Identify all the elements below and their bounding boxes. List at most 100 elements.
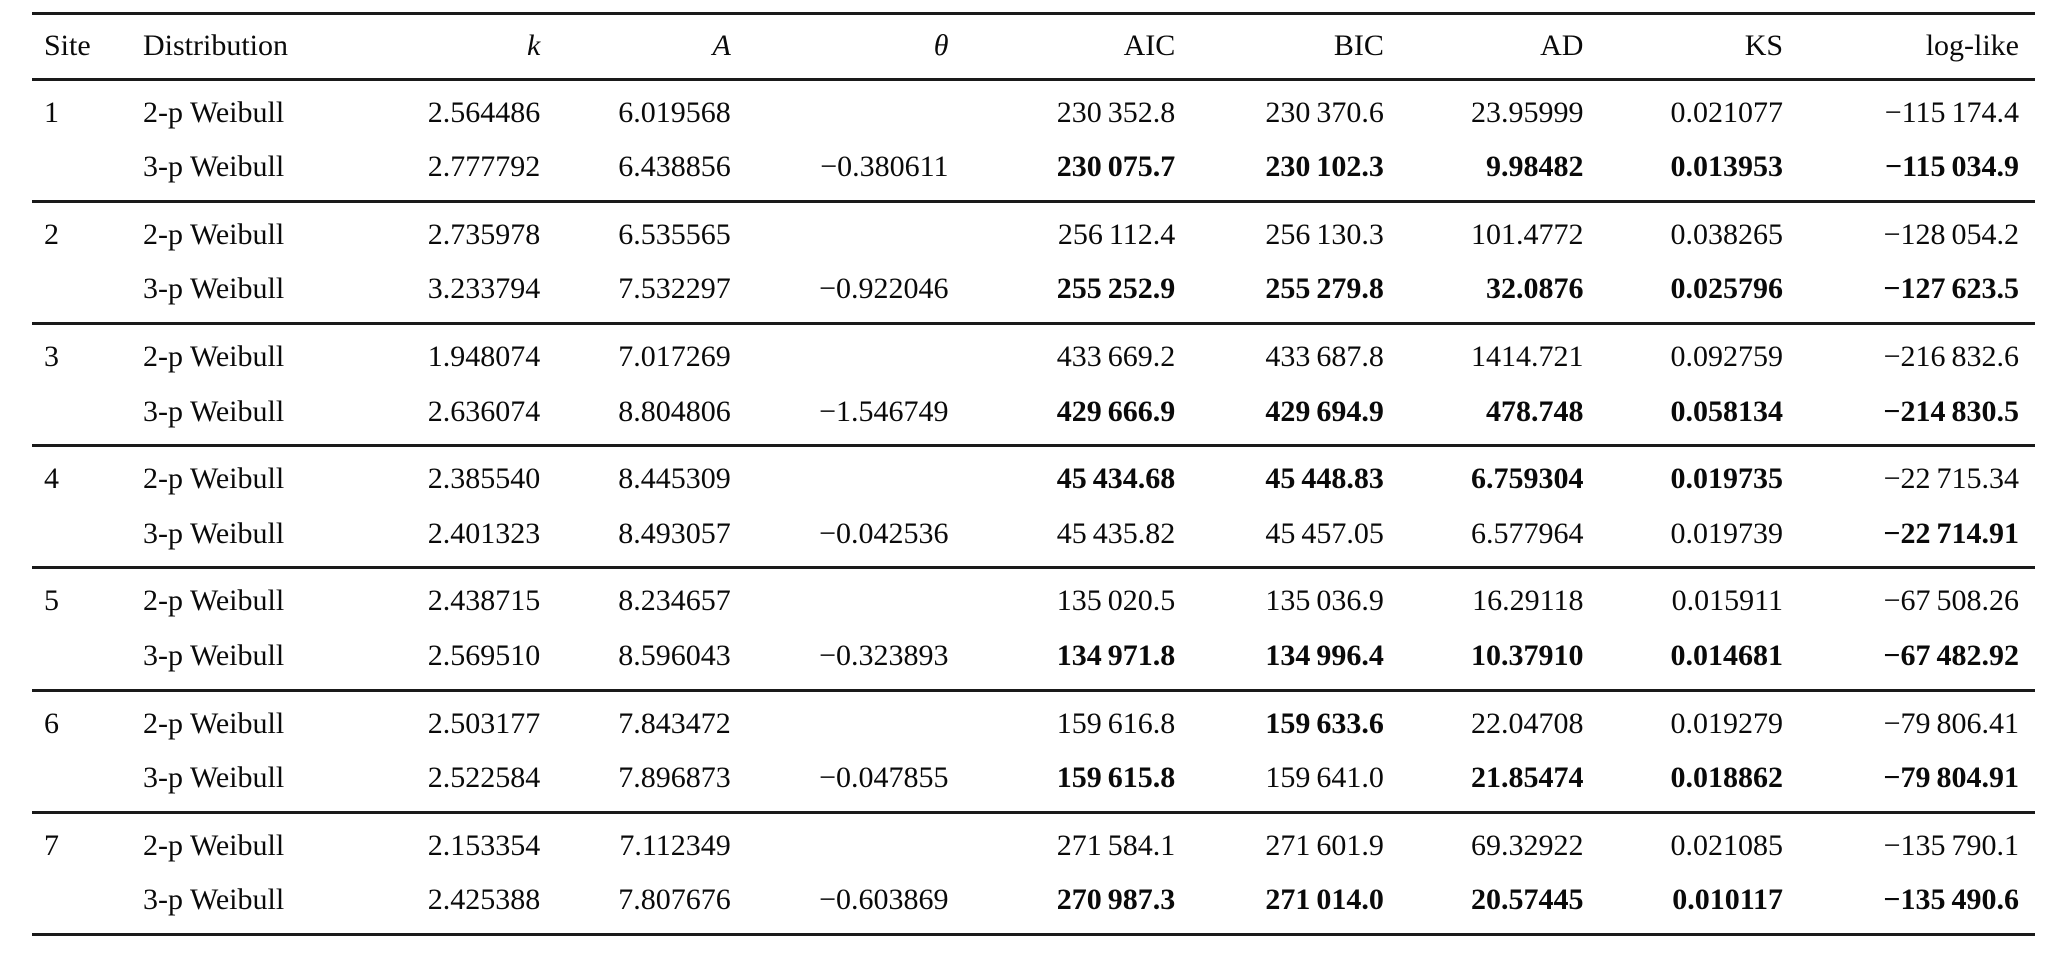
- cell-aic: 270 987.3: [1056, 883, 1176, 917]
- column-header-distribution: Distribution: [143, 29, 289, 62]
- cell-ks: 0.019279: [1670, 706, 1784, 740]
- table-row: 4 2-p Weibull 2.385540 8.445309 45 434.68 45 …: [32, 446, 2035, 507]
- cell-theta: [747, 446, 965, 507]
- cell-bic: 134 996.4: [1265, 638, 1384, 672]
- cell-site: 3: [44, 339, 59, 373]
- site-group-1: 1 2-p Weibull 2.564486 6.019568 230 352.8 230…: [32, 79, 2035, 202]
- cell-distribution: 3-p Weibull: [143, 272, 285, 306]
- cell-loglike: −79 804.91: [1883, 761, 2019, 795]
- cell-ad: 478.748: [1485, 394, 1584, 428]
- cell-site: [32, 385, 139, 446]
- cell-distribution: 2-p Weibull: [143, 95, 285, 129]
- cell-distribution: 2-p Weibull: [143, 584, 285, 618]
- cell-A: 7.112349: [619, 828, 731, 862]
- cell-ad: 23.95999: [1470, 95, 1584, 129]
- cell-distribution: 2-p Weibull: [143, 462, 285, 496]
- cell-bic: 433 687.8: [1265, 339, 1384, 373]
- cell-ks: 0.013953: [1670, 150, 1784, 184]
- cell-k: 3.233794: [427, 272, 541, 306]
- cell-theta: −0.323893: [819, 638, 949, 672]
- cell-ks: 0.021085: [1670, 828, 1784, 862]
- cell-site: [32, 751, 139, 812]
- cell-loglike: −67 508.26: [1883, 584, 2019, 618]
- cell-k: 2.425388: [427, 883, 541, 917]
- cell-ad: 10.37910: [1470, 638, 1584, 672]
- table-row: 3-p Weibull 2.569510 8.596043 −0.323893 134 …: [32, 629, 2035, 690]
- table-row: 3-p Weibull 2.636074 8.804806 −1.546749 429 …: [32, 385, 2035, 446]
- table-row: 3-p Weibull 2.777792 6.438856 −0.380611 230 …: [32, 140, 2035, 201]
- cell-ad: 21.85474: [1470, 761, 1584, 795]
- cell-ad: 6.759304: [1470, 462, 1584, 496]
- column-header-site: Site: [44, 29, 91, 62]
- cell-A: 7.532297: [618, 272, 731, 306]
- table-row: 1 2-p Weibull 2.564486 6.019568 230 352.8 230…: [32, 79, 2035, 140]
- site-group-5: 5 2-p Weibull 2.438715 8.234657 135 020.5 135…: [32, 568, 2035, 691]
- cell-site: [32, 873, 139, 934]
- cell-theta: [747, 201, 965, 262]
- cell-bic: 271 601.9: [1265, 828, 1384, 862]
- cell-site: 2: [44, 217, 59, 251]
- cell-theta: −0.380611: [820, 150, 949, 184]
- cell-k: 1.948074: [427, 339, 541, 373]
- table-row: 7 2-p Weibull 2.153354 7.112349 271 584.1 271…: [32, 812, 2035, 873]
- cell-bic: 230 102.3: [1265, 150, 1384, 184]
- cell-aic: 433 669.2: [1056, 339, 1176, 373]
- cell-distribution: 2-p Weibull: [143, 706, 285, 740]
- cell-A: 7.896873: [618, 761, 731, 795]
- cell-loglike: −214 830.5: [1883, 394, 2019, 428]
- cell-aic: 271 584.1: [1056, 828, 1176, 862]
- column-header-loglike: log-like: [1925, 29, 2019, 62]
- cell-distribution: 2-p Weibull: [143, 828, 285, 862]
- cell-k: 2.636074: [427, 394, 541, 428]
- cell-theta: [747, 79, 965, 140]
- cell-bic: 159 633.6: [1265, 706, 1384, 740]
- cell-aic: 429 666.9: [1056, 394, 1176, 428]
- cell-ks: 0.092759: [1670, 339, 1784, 373]
- cell-aic: 134 971.8: [1056, 638, 1176, 672]
- cell-loglike: −216 832.6: [1883, 339, 2019, 373]
- cell-k: 2.522584: [427, 761, 541, 795]
- cell-bic: 135 036.9: [1265, 584, 1384, 618]
- cell-aic: 45 435.82: [1056, 516, 1176, 550]
- table-row: 3-p Weibull 2.401323 8.493057 −0.042536 45 4…: [32, 507, 2035, 568]
- cell-site: [32, 140, 139, 201]
- cell-theta: −0.603869: [819, 883, 949, 917]
- cell-k: 2.564486: [427, 95, 541, 129]
- cell-loglike: −115 034.9: [1885, 150, 2019, 184]
- cell-bic: 429 694.9: [1265, 394, 1384, 428]
- cell-loglike: −127 623.5: [1883, 272, 2019, 306]
- column-header-ad: AD: [1540, 29, 1584, 62]
- cell-ks: 0.021077: [1670, 95, 1784, 129]
- cell-aic: 45 434.68: [1056, 462, 1176, 496]
- cell-ks: 0.014681: [1670, 638, 1784, 672]
- cell-ks: 0.019735: [1670, 462, 1784, 496]
- column-header-k: k: [526, 29, 541, 62]
- cell-ad: 16.29118: [1472, 584, 1584, 618]
- site-group-4: 4 2-p Weibull 2.385540 8.445309 45 434.68 45 …: [32, 446, 2035, 568]
- cell-ad: 101.4772: [1470, 217, 1584, 251]
- cell-theta: −1.546749: [819, 394, 949, 428]
- table-row: 5 2-p Weibull 2.438715 8.234657 135 020.5 135…: [32, 568, 2035, 629]
- column-header-theta: θ: [933, 29, 949, 62]
- cell-distribution: 3-p Weibull: [143, 516, 285, 550]
- cell-A: 6.019568: [618, 95, 731, 129]
- cell-aic: 135 020.5: [1056, 584, 1176, 618]
- cell-k: 2.503177: [427, 706, 541, 740]
- cell-k: 2.401323: [427, 516, 541, 550]
- cell-k: 2.569510: [427, 638, 541, 672]
- cell-ks: 0.025796: [1670, 272, 1784, 306]
- cell-bic: 159 641.0: [1265, 761, 1384, 795]
- cell-site: [32, 262, 139, 323]
- column-header-ks: KS: [1744, 29, 1784, 62]
- cell-site: 4: [44, 462, 59, 496]
- cell-ks: 0.010117: [1672, 883, 1784, 917]
- cell-loglike: −67 482.92: [1883, 638, 2019, 672]
- cell-bic: 271 014.0: [1265, 883, 1384, 917]
- site-group-2: 2 2-p Weibull 2.735978 6.535565 256 112.4 256…: [32, 201, 2035, 324]
- cell-aic: 256 112.4: [1057, 217, 1176, 251]
- cell-theta: −0.922046: [819, 272, 949, 306]
- cell-A: 7.807676: [618, 883, 731, 917]
